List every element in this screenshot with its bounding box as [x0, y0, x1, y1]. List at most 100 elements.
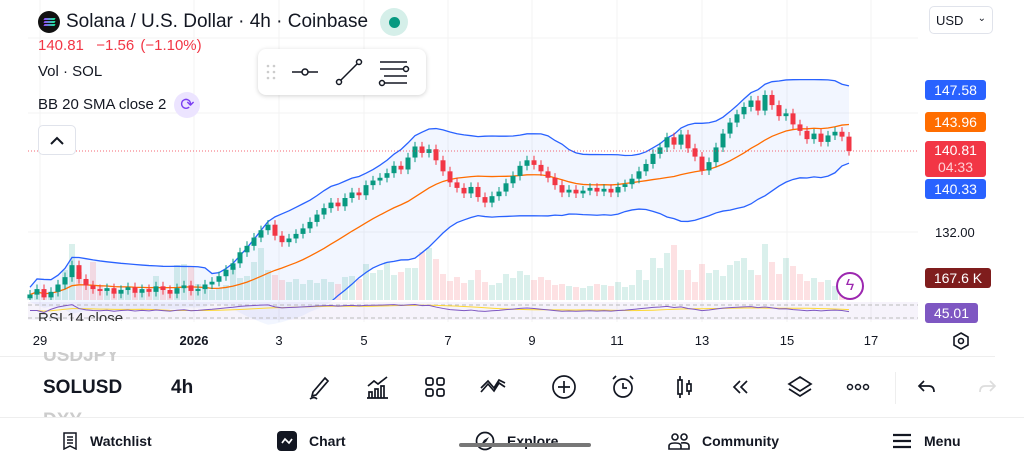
- candle: [258, 230, 264, 238]
- candle: [314, 214, 320, 222]
- add-icon: [552, 375, 576, 399]
- add-button[interactable]: [549, 372, 579, 402]
- candle: [657, 147, 663, 154]
- volume-legend[interactable]: Vol · SOL: [38, 63, 103, 80]
- candle: [167, 290, 173, 294]
- market-open-status-icon[interactable]: [380, 8, 409, 36]
- volume-bar: [678, 270, 684, 300]
- nav-menu[interactable]: Menu: [892, 420, 961, 461]
- last-price-tag-value: 140.81: [934, 142, 977, 158]
- symbol-prev[interactable]: USDJPY1h: [43, 352, 119, 366]
- divider: [0, 417, 1024, 418]
- patterns-button[interactable]: [478, 372, 508, 402]
- candle: [559, 185, 565, 193]
- watchlist-icon: [63, 431, 77, 450]
- horizontal-ray-icon[interactable]: [290, 62, 320, 82]
- symbol-title[interactable]: Solana / U.S. Dollar · 4h · Coinbase: [38, 8, 409, 36]
- candle: [384, 173, 390, 178]
- grid-button[interactable]: [420, 372, 450, 402]
- volume-bar: [755, 275, 761, 300]
- candle: [265, 224, 271, 231]
- candle: [811, 133, 817, 140]
- volume-bar: [825, 280, 831, 300]
- indicators-button[interactable]: [363, 372, 393, 402]
- candle: [846, 136, 852, 151]
- refresh-icon[interactable]: ⟳: [174, 92, 201, 118]
- volume-bar: [804, 281, 810, 300]
- candles-button[interactable]: [669, 372, 699, 402]
- candle: [650, 153, 656, 164]
- volume-bar: [405, 268, 411, 300]
- candle: [76, 265, 82, 279]
- candle: [531, 160, 537, 165]
- volume-bar: [503, 274, 509, 300]
- rsi-legend[interactable]: RSI 14 close: [38, 311, 124, 321]
- candle: [405, 157, 411, 170]
- candle: [706, 162, 712, 171]
- replay-button[interactable]: [725, 372, 755, 402]
- chart-settings-icon[interactable]: [951, 331, 971, 351]
- candle: [678, 134, 684, 145]
- candle: [223, 269, 229, 277]
- currency-value: USD: [936, 13, 964, 28]
- drag-handle-icon[interactable]: [266, 63, 276, 81]
- candle: [496, 191, 502, 197]
- volume-bar: [272, 275, 278, 300]
- alarm-button[interactable]: [608, 372, 638, 402]
- bb-lower-line: [331, 162, 850, 300]
- volume-bar: [293, 279, 299, 300]
- volume-bar: [349, 276, 355, 300]
- nav-watchlist[interactable]: Watchlist: [62, 420, 152, 461]
- volume-bar: [615, 282, 621, 300]
- more-button[interactable]: [843, 372, 873, 402]
- candle: [538, 164, 544, 172]
- candle: [727, 122, 733, 134]
- time-axis-label: 7: [444, 333, 452, 348]
- parallel-channel-icon[interactable]: [378, 57, 410, 87]
- undo-button[interactable]: [912, 372, 942, 402]
- candle: [27, 294, 33, 299]
- home-indicator[interactable]: [459, 443, 591, 447]
- time-axis-label: 15: [779, 333, 795, 348]
- candle: [237, 252, 243, 264]
- candle: [573, 189, 579, 194]
- candle: [461, 187, 467, 194]
- candle: [552, 177, 558, 186]
- layers-button[interactable]: [785, 372, 815, 402]
- nav-chart[interactable]: Chart: [277, 420, 346, 461]
- candle: [349, 192, 355, 199]
- drawing-toolbar[interactable]: [258, 49, 426, 95]
- nav-explore[interactable]: Explore: [475, 420, 558, 461]
- currency-select[interactable]: USD ⌄: [929, 6, 993, 34]
- symbol-next[interactable]: DXY1D: [43, 408, 82, 418]
- ai-assistant-button[interactable]: ϟ: [836, 272, 864, 300]
- price-pane: [27, 78, 852, 300]
- price-chart[interactable]: [0, 0, 1024, 330]
- nav-community[interactable]: Community: [668, 420, 779, 461]
- volume-bar: [174, 265, 180, 300]
- price-change-value: −1.56 (−1.10%): [96, 37, 202, 54]
- volume-bar: [524, 275, 530, 300]
- candle: [643, 163, 649, 172]
- candle: [300, 228, 306, 234]
- patterns-icon: [480, 378, 506, 393]
- volume-bar: [706, 273, 712, 300]
- candle: [447, 171, 453, 183]
- volume-bar: [776, 274, 782, 300]
- bb-legend[interactable]: BB 20 SMA close 2 ⟳: [38, 92, 201, 118]
- symbol-next-name: DXY: [43, 410, 82, 418]
- trend-line-icon[interactable]: [334, 57, 364, 87]
- time-axis-label: 11: [610, 333, 624, 348]
- candle: [587, 187, 593, 191]
- collapse-legend-button[interactable]: [38, 125, 76, 155]
- candle: [356, 192, 362, 196]
- divider: [0, 356, 995, 357]
- pencil-button[interactable]: [305, 372, 335, 402]
- symbol-current[interactable]: SOLUSD 4h: [43, 377, 293, 399]
- candle: [34, 289, 40, 295]
- candle: [615, 186, 621, 193]
- rsi-pane: [28, 302, 918, 320]
- redo-button[interactable]: [972, 372, 1002, 402]
- volume-bar: [258, 248, 264, 300]
- candle: [699, 156, 705, 171]
